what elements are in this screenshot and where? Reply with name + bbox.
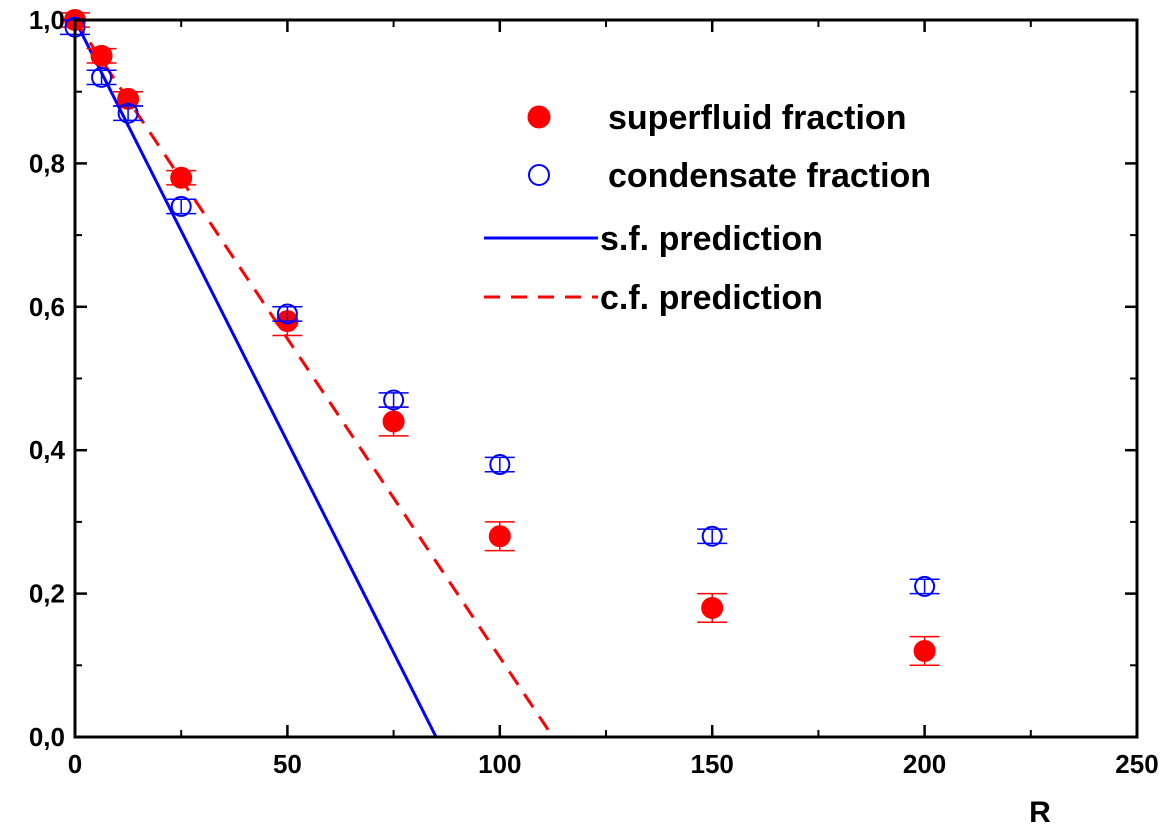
superfluid-point: [913, 639, 936, 662]
legend-condensate-marker: [528, 164, 550, 186]
legend-label: superfluid fraction: [608, 99, 906, 137]
x-tick-label: 50: [273, 749, 302, 779]
y-tick-label: 0,6: [29, 292, 65, 322]
chart-marks: [60, 9, 940, 737]
superfluid-point: [701, 596, 724, 619]
legend-label: s.f. prediction: [600, 220, 823, 258]
cf-prediction-line: [75, 20, 555, 737]
condensate-point: [383, 389, 405, 411]
x-tick-label: 0: [68, 749, 82, 779]
x-tick-label: 200: [903, 749, 946, 779]
y-tick-label: 0,0: [29, 722, 65, 752]
axis-ticks: [73, 18, 1139, 739]
legend-superfluid-marker: [527, 105, 551, 129]
condensate-point: [276, 303, 298, 325]
condensate-point: [170, 195, 192, 217]
superfluid-point: [90, 44, 113, 67]
x-tick-label: 250: [1115, 749, 1158, 779]
condensate-point: [489, 454, 511, 476]
plot-frame: [73, 18, 1139, 739]
superfluid-point: [382, 410, 405, 433]
condensate-point: [914, 575, 936, 597]
x-axis-label: R: [1029, 796, 1051, 829]
x-tick-label: 100: [478, 749, 521, 779]
x-tick-label: 150: [691, 749, 734, 779]
legend: superfluid fraction condensate fraction s.…: [484, 99, 931, 317]
condensate-point: [117, 102, 139, 124]
tick-labels: 0 50 100 150 200 250 0,0 0,2 0,4 0,6 0,8 1,0: [29, 5, 1159, 779]
y-tick-label: 0,2: [29, 579, 65, 609]
y-tick-label: 1,0: [29, 5, 65, 35]
legend-label: condensate fraction: [608, 157, 931, 195]
superfluid-point: [170, 166, 193, 189]
y-tick-label: 0,4: [29, 435, 66, 465]
legend-label: c.f. prediction: [600, 279, 823, 317]
superfluid-point: [488, 525, 511, 548]
sf-prediction-line: [75, 20, 438, 737]
condensate-point: [91, 66, 113, 88]
condensate-point: [701, 525, 723, 547]
y-tick-label: 0,8: [29, 148, 65, 178]
